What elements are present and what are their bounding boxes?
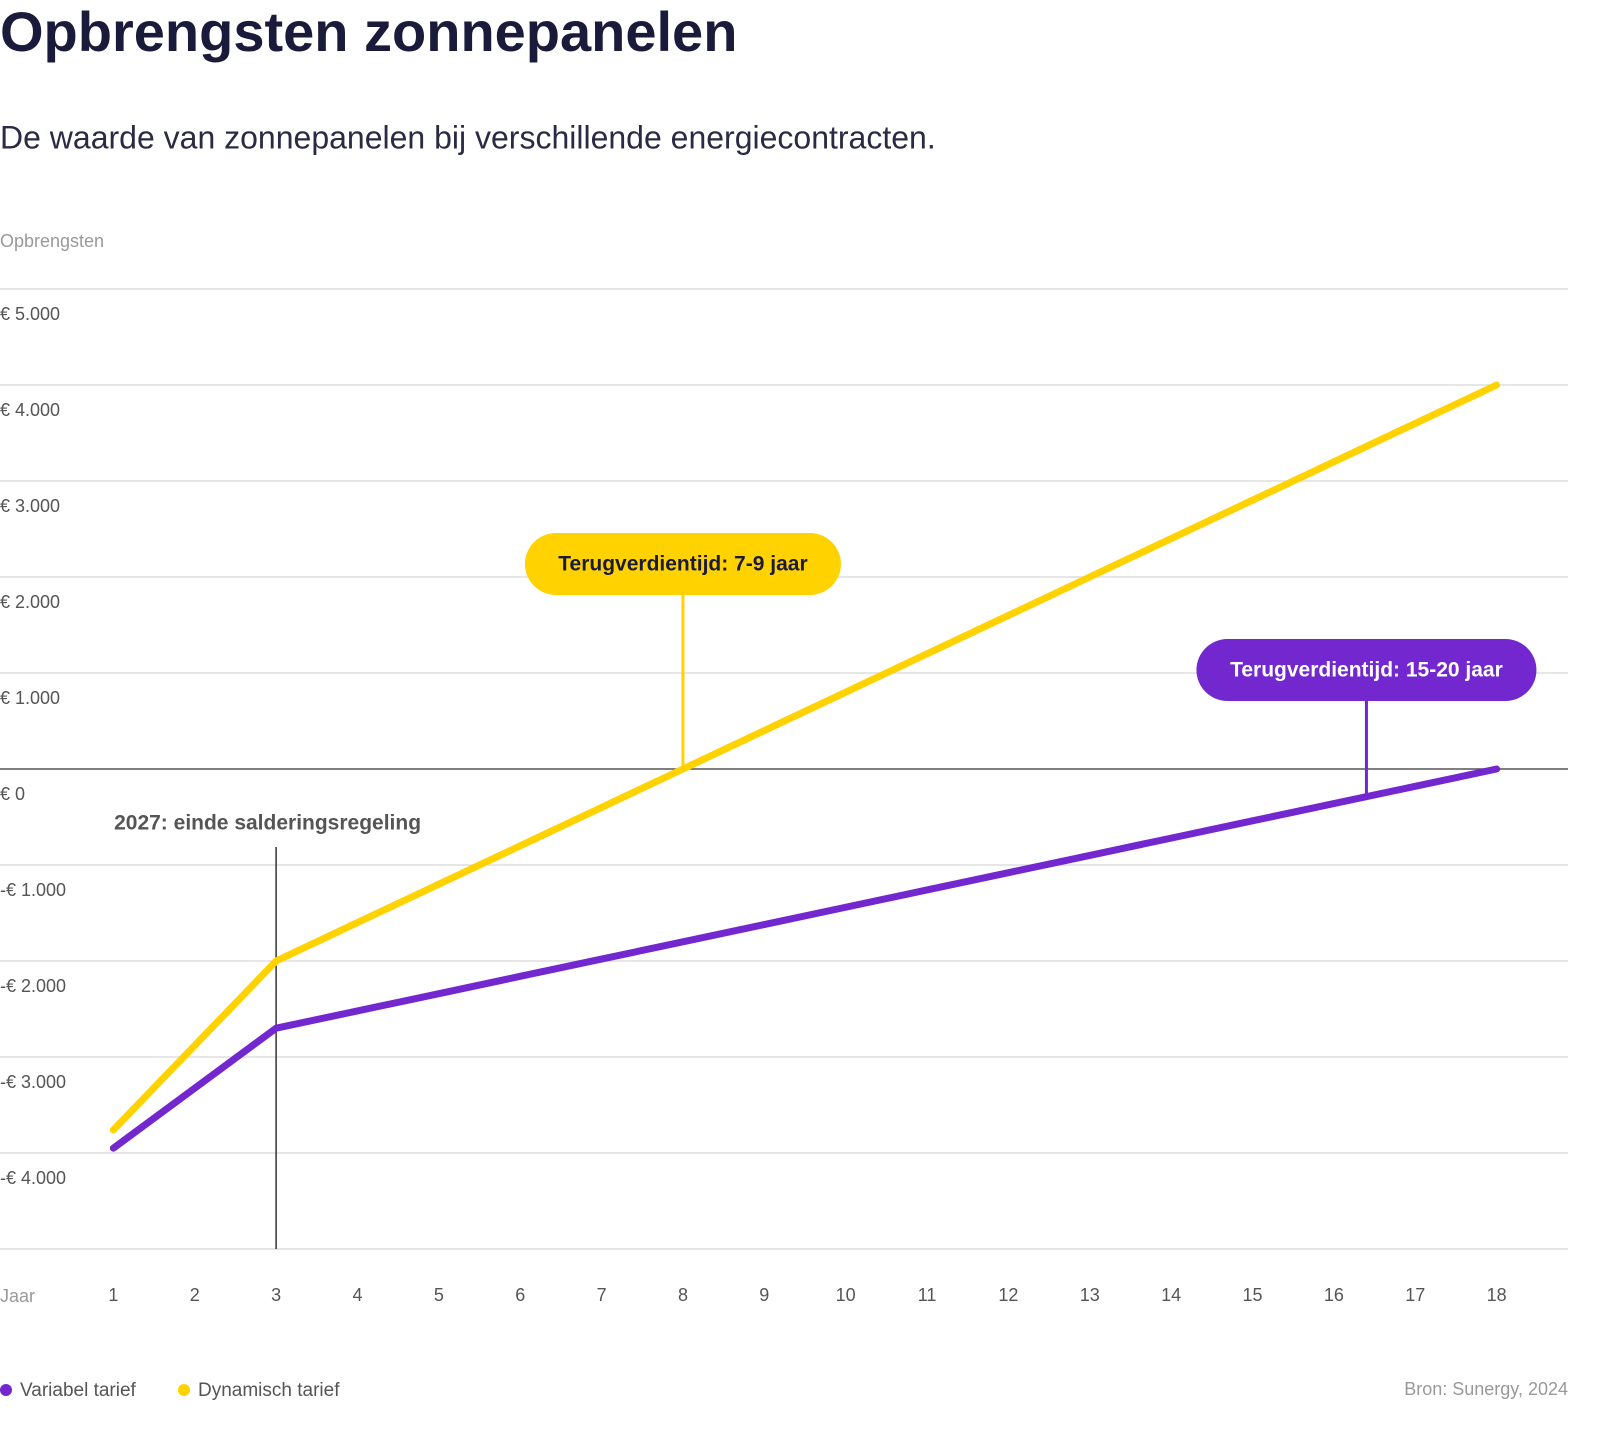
x-tick-label: 17 (1405, 1285, 1425, 1305)
x-tick-label: 14 (1161, 1285, 1181, 1305)
x-tick-label: 13 (1080, 1285, 1100, 1305)
y-tick-label: € 2.000 (0, 592, 60, 612)
x-tick-label: 16 (1324, 1285, 1344, 1305)
x-tick-label: 1 (108, 1285, 118, 1305)
y-tick-label: € 1.000 (0, 688, 60, 708)
x-tick-label: 15 (1243, 1285, 1263, 1305)
x-tick-label: 10 (836, 1285, 856, 1305)
chart-subtitle: De waarde van zonnepanelen bij verschill… (0, 119, 936, 155)
y-tick-label: -€ 4.000 (0, 1168, 66, 1188)
annotation-label: 2027: einde salderingsregeling (114, 812, 421, 835)
y-tick-label: € 4.000 (0, 400, 60, 420)
x-axis-label: Jaar (0, 1286, 35, 1306)
legend-label: Dynamisch tarief (198, 1380, 340, 1401)
legend-label: Variabel tarief (20, 1380, 137, 1401)
x-tick-label: 18 (1487, 1285, 1507, 1305)
chart-title: Opbrengsten zonnepanelen (0, 0, 737, 63)
callout-label: Terugverdientijd: 7-9 jaar (558, 553, 807, 576)
x-tick-label: 4 (352, 1285, 362, 1305)
y-tick-label: -€ 1.000 (0, 880, 66, 900)
callout-box (1196, 639, 1537, 701)
x-tick-label: 6 (515, 1285, 525, 1305)
x-tick-label: 9 (759, 1285, 769, 1305)
x-tick-label: 12 (998, 1285, 1018, 1305)
y-tick-label: € 0 (0, 784, 25, 804)
callout-label: Terugverdientijd: 15-20 jaar (1230, 659, 1503, 682)
x-tick-label: 3 (271, 1285, 281, 1305)
callout-box (524, 533, 841, 595)
x-tick-label: 7 (597, 1285, 607, 1305)
y-tick-label: -€ 3.000 (0, 1072, 66, 1092)
y-tick-label: € 3.000 (0, 496, 60, 516)
source: Bron: Sunergy, 2024 (1404, 1379, 1568, 1399)
y-tick-label: -€ 2.000 (0, 976, 66, 996)
series-line (109, 381, 1501, 1134)
legend-marker (0, 1384, 12, 1396)
x-tick-label: 2 (190, 1285, 200, 1305)
y-axis-label: Opbrengsten (0, 231, 104, 251)
x-tick-label: 11 (918, 1285, 937, 1305)
y-tick-label: € 5.000 (0, 304, 60, 324)
series-line (109, 765, 1501, 1152)
legend-marker (178, 1384, 190, 1396)
x-tick-label: 5 (434, 1285, 444, 1305)
x-tick-label: 8 (678, 1285, 688, 1305)
